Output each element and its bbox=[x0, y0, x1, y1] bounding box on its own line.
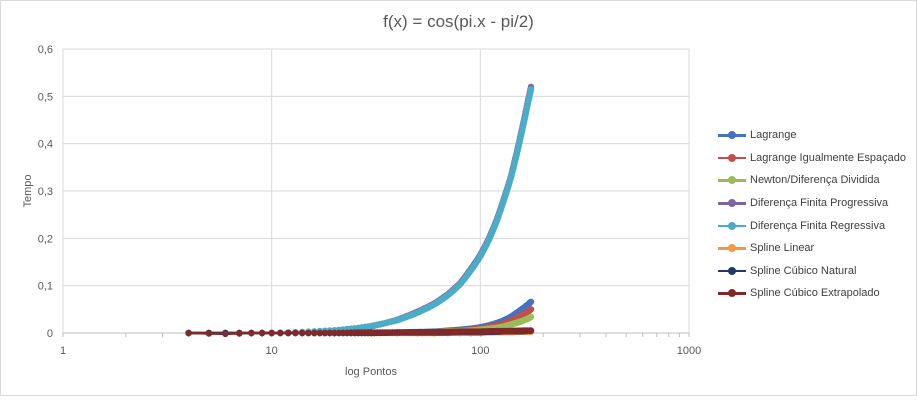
series-point bbox=[299, 329, 306, 337]
series-point bbox=[311, 329, 318, 337]
legend-label: Diferença Finita Progressiva bbox=[750, 197, 889, 210]
legend-item: Spline Cúbico Extrapolado bbox=[718, 282, 906, 305]
x-tick-label: 1000 bbox=[677, 345, 701, 357]
series-point bbox=[205, 330, 213, 337]
y-tick-label: 0,3 bbox=[38, 186, 53, 198]
series-point bbox=[527, 86, 535, 93]
legend-label: Diferença Finita Regressiva bbox=[750, 219, 886, 232]
series-point bbox=[292, 329, 299, 337]
legend-item: Diferença Finita Progressiva bbox=[718, 192, 906, 215]
y-tick-label: 0 bbox=[47, 328, 53, 340]
x-tick-label: 10 bbox=[266, 345, 278, 357]
y-tick-label: 0,2 bbox=[38, 233, 53, 245]
legend-item: Lagrange bbox=[718, 124, 906, 147]
y-tick-label: 0,1 bbox=[38, 281, 53, 293]
series-point bbox=[236, 330, 243, 337]
legend-item: Lagrange Igualmente Espaçado bbox=[718, 147, 906, 170]
series-point bbox=[268, 329, 275, 337]
x-tick-label: 1 bbox=[60, 345, 66, 357]
series-point bbox=[248, 329, 255, 337]
legend-swatch bbox=[718, 221, 746, 230]
series-point bbox=[277, 329, 284, 337]
legend-item: Diferença Finita Regressiva bbox=[718, 214, 906, 237]
legend-label: Lagrange bbox=[750, 129, 797, 142]
legend-label: Spline Cúbico Natural bbox=[750, 264, 857, 277]
legend-label: Spline Linear bbox=[750, 242, 815, 255]
legend-swatch bbox=[718, 131, 746, 140]
legend-swatch bbox=[718, 153, 746, 162]
series-point bbox=[326, 329, 333, 337]
series-point bbox=[285, 329, 292, 337]
series-point bbox=[527, 313, 535, 321]
series-point bbox=[527, 306, 535, 313]
series-point bbox=[321, 329, 329, 337]
series-point bbox=[527, 327, 535, 334]
y-tick-label: 0,4 bbox=[38, 139, 53, 151]
y-axis-label: Tempo bbox=[22, 174, 34, 207]
legend-label: Spline Cúbico Extrapolado bbox=[750, 287, 880, 300]
legend-swatch bbox=[718, 244, 746, 253]
series-point bbox=[527, 298, 535, 305]
legend-swatch bbox=[718, 289, 746, 298]
legend-item: Spline Linear bbox=[718, 237, 906, 260]
series-line-3 bbox=[188, 86, 533, 335]
legend-label: Newton/Diferença Dividida bbox=[750, 174, 880, 187]
x-axis-label: log Pontos bbox=[345, 366, 397, 378]
x-tick-label: 100 bbox=[471, 345, 489, 357]
legend-label: Lagrange Igualmente Espaçado bbox=[750, 151, 906, 164]
series-point bbox=[316, 329, 323, 337]
legend-item: Newton/Diferença Dividida bbox=[718, 169, 906, 192]
series-point bbox=[222, 330, 229, 338]
legend-item: Spline Cúbico Natural bbox=[718, 260, 906, 283]
legend-swatch bbox=[718, 176, 746, 185]
series-point bbox=[305, 329, 312, 337]
y-tick-label: 0,6 bbox=[38, 44, 53, 56]
legend-swatch bbox=[718, 199, 746, 208]
series-point bbox=[185, 329, 192, 337]
y-tick-label: 0,5 bbox=[38, 91, 53, 103]
series-point bbox=[258, 329, 266, 337]
series-line-4 bbox=[188, 88, 533, 335]
chart-legend: Lagrange Lagrange Igualmente Espaçado Newt… bbox=[718, 124, 906, 305]
chart-title: f(x) = cos(pi.x - pi/2) bbox=[383, 12, 534, 31]
legend-swatch bbox=[718, 266, 746, 275]
